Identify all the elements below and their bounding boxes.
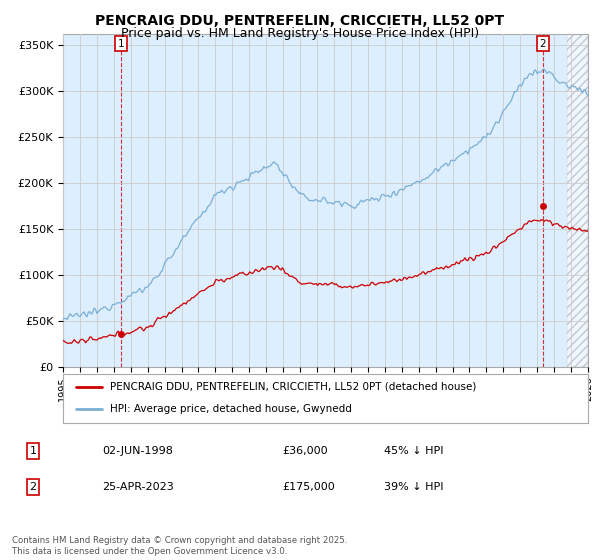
Text: 2: 2 (539, 39, 546, 49)
Text: 39% ↓ HPI: 39% ↓ HPI (384, 482, 443, 492)
Text: £36,000: £36,000 (282, 446, 328, 456)
Text: 02-JUN-1998: 02-JUN-1998 (102, 446, 173, 456)
Text: 1: 1 (118, 39, 124, 49)
Text: 1: 1 (29, 446, 37, 456)
Text: HPI: Average price, detached house, Gwynedd: HPI: Average price, detached house, Gwyn… (110, 404, 352, 414)
Text: 45% ↓ HPI: 45% ↓ HPI (384, 446, 443, 456)
Text: PENCRAIG DDU, PENTREFELIN, CRICCIETH, LL52 0PT (detached house): PENCRAIG DDU, PENTREFELIN, CRICCIETH, LL… (110, 382, 476, 392)
Text: Contains HM Land Registry data © Crown copyright and database right 2025.
This d: Contains HM Land Registry data © Crown c… (12, 536, 347, 556)
Text: PENCRAIG DDU, PENTREFELIN, CRICCIETH, LL52 0PT: PENCRAIG DDU, PENTREFELIN, CRICCIETH, LL… (95, 14, 505, 28)
Text: Price paid vs. HM Land Registry's House Price Index (HPI): Price paid vs. HM Land Registry's House … (121, 27, 479, 40)
Text: 25-APR-2023: 25-APR-2023 (102, 482, 174, 492)
Text: £175,000: £175,000 (282, 482, 335, 492)
Text: 2: 2 (29, 482, 37, 492)
